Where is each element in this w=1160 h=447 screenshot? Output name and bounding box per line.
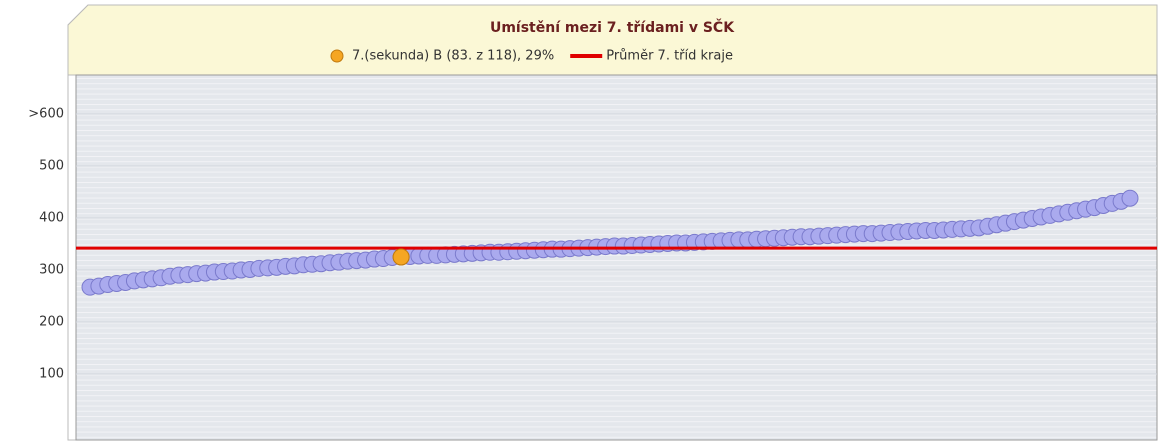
point <box>1121 189 1139 207</box>
y-tick-label: 300 <box>39 262 64 277</box>
y-tick-label: 400 <box>39 210 64 225</box>
y-tick-label: 500 <box>39 158 64 173</box>
y-tick-label: >600 <box>28 106 64 121</box>
plot-area <box>75 74 1158 441</box>
point <box>392 248 410 266</box>
legend-label: Průměr 7. tříd kraje <box>606 49 733 64</box>
legend-marker <box>330 49 344 63</box>
legend-label: 7.(sekunda) B (83. z 118), 29% <box>352 49 554 64</box>
legend: 7.(sekunda) B (83. z 118), 29% Průměr 7. … <box>330 49 733 64</box>
y-tick-label: 100 <box>39 366 64 381</box>
chart-title: Umístění mezi 7. třídami v SČK <box>490 18 735 36</box>
y-tick-label: 200 <box>39 314 64 329</box>
header <box>67 4 1158 76</box>
